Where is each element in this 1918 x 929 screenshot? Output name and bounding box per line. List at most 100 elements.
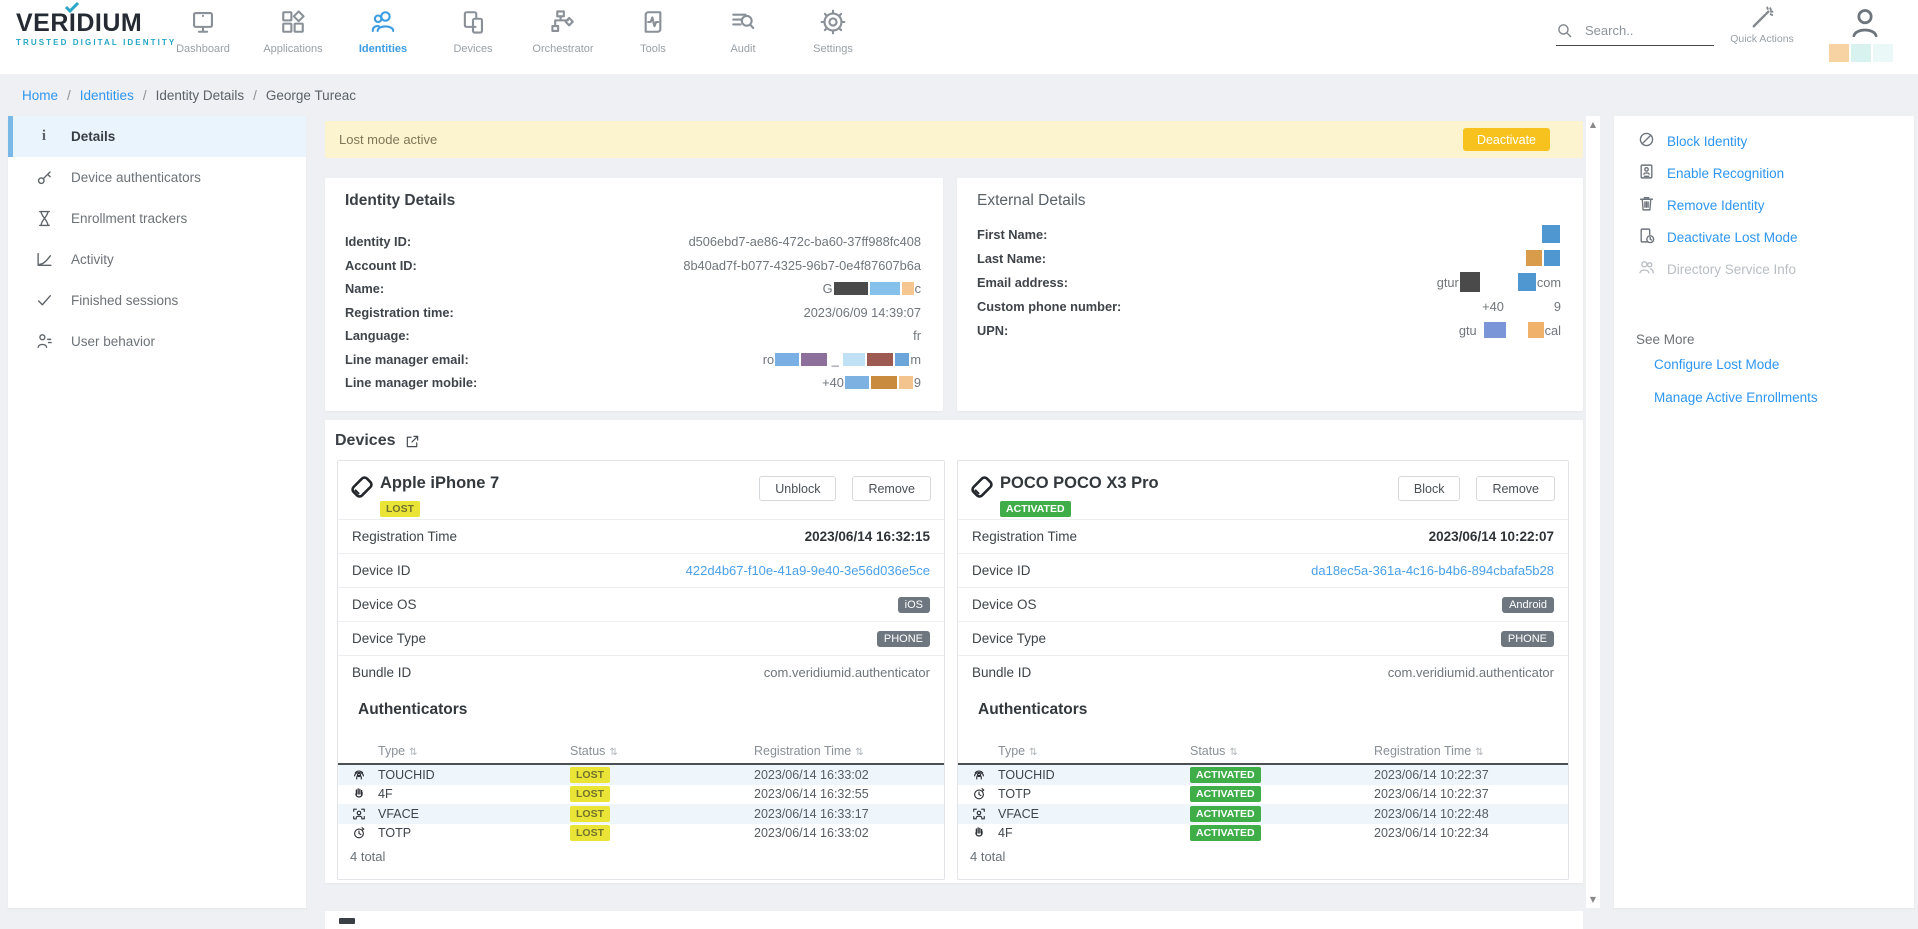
open-devices-icon[interactable] (405, 434, 420, 449)
sidebar-item-device-authenticators[interactable]: Device authenticators (8, 157, 306, 198)
nav-item-applications[interactable]: Applications (248, 5, 338, 69)
bundle-id-row: Bundle IDcom.veridiumid.authenticator (338, 655, 944, 689)
nav-item-audit[interactable]: Audit (698, 5, 788, 69)
quick-actions-button[interactable]: Quick Actions (1716, 6, 1808, 45)
nav-item-devices[interactable]: Devices (428, 5, 518, 69)
scroll-up-arrow[interactable]: ▲ (1586, 120, 1600, 129)
row-label: Device Type (972, 631, 1046, 646)
authenticators-title: Authenticators (358, 701, 467, 719)
sort-icon: ⇅ (409, 747, 417, 758)
sidebar-item-finished-sessions[interactable]: Finished sessions (8, 280, 306, 321)
next-section-sliver (325, 911, 1583, 929)
field-label: Registration time: (345, 305, 454, 320)
column-type[interactable]: Type⇅ (998, 744, 1190, 758)
action-label: Deactivate Lost Mode (1667, 230, 1798, 245)
face-recognition-icon (972, 807, 998, 821)
logo-check-icon (65, 2, 79, 14)
sidebar-item-details[interactable]: i Details (8, 116, 306, 157)
last-name-redacted (1525, 250, 1561, 266)
breadcrumb-separator: / (143, 88, 147, 103)
nav-item-orchestrator[interactable]: Orchestrator (518, 5, 608, 69)
nav-item-tools[interactable]: Tools (608, 5, 698, 69)
row-label: Device ID (352, 563, 411, 578)
quick-actions-label: Quick Actions (1730, 33, 1794, 45)
nav-item-dashboard[interactable]: Dashboard (158, 5, 248, 69)
registration-time-value: 2023/06/14 10:22:07 (1429, 529, 1554, 544)
auth-type: TOTP (998, 787, 1190, 801)
remove-identity-action[interactable]: Remove Identity (1638, 195, 1765, 215)
devices-icon (460, 5, 486, 39)
deactivate-lost-mode-action[interactable]: Deactivate Lost Mode (1638, 227, 1798, 247)
nav-item-settings[interactable]: Settings (788, 5, 878, 69)
auth-time: 2023/06/14 16:33:02 (754, 768, 944, 782)
authenticators-title: Authenticators (978, 701, 1087, 719)
device-card-buttons: Unblock Remove (759, 476, 931, 501)
right-actions-panel: Block Identity Enable Recognition Remove… (1614, 116, 1914, 908)
top-bar: VERIDIUM TRUSTED DIGITAL IDENTITY Dashbo… (0, 0, 1918, 74)
breadcrumb-home[interactable]: Home (22, 88, 58, 103)
content-scrollbar[interactable]: ▲ ▼ (1586, 116, 1600, 908)
authenticators-total: 4 total (350, 849, 385, 864)
hourglass-icon (35, 210, 53, 227)
device-card-poco-x3-pro: POCO POCO X3 Pro ACTIVATED Block Remove … (957, 460, 1569, 880)
breadcrumb: Home / Identities / Identity Details / G… (22, 88, 356, 103)
directory-service-info-action[interactable]: Directory Service Info (1638, 259, 1796, 279)
first-name-row: First Name: (977, 222, 1561, 246)
enable-recognition-action[interactable]: Enable Recognition (1638, 163, 1784, 183)
row-label: Registration Time (352, 529, 457, 544)
device-clock-icon (1638, 227, 1655, 247)
remove-device-button[interactable]: Remove (1476, 476, 1555, 501)
device-os-badge: Android (1502, 597, 1554, 613)
upn-redacted: gtucal (1459, 322, 1561, 338)
totp-clock-icon (352, 826, 378, 840)
authenticator-row: TOUCHID LOST 2023/06/14 16:33:02 (338, 765, 944, 785)
sidebar-item-activity[interactable]: Activity (8, 239, 306, 280)
device-id-row: Device IDda18ec5a-361a-4c16-b4b6-894cbaf… (958, 553, 1568, 587)
row-label: Bundle ID (352, 665, 411, 680)
authenticators-table-header: Type⇅ Status⇅ Registration Time⇅ (958, 739, 1568, 765)
block-icon (1638, 131, 1655, 151)
key-icon (35, 169, 53, 186)
sidebar-item-user-behavior[interactable]: User behavior (8, 321, 306, 362)
registration-time-value: 2023/06/14 16:32:15 (805, 529, 930, 544)
column-registration-time[interactable]: Registration Time⇅ (1374, 744, 1568, 758)
user-avatar[interactable] (1848, 6, 1882, 45)
sidebar-item-label: Enrollment trackers (71, 211, 187, 226)
column-registration-time[interactable]: Registration Time⇅ (754, 744, 944, 758)
auth-time: 2023/06/14 10:22:37 (1374, 787, 1568, 801)
block-identity-action[interactable]: Block Identity (1638, 131, 1747, 151)
registration-time-value: 2023/06/09 14:39:07 (804, 305, 921, 320)
device-id-link[interactable]: da18ec5a-361a-4c16-b4b6-894cbafa5b28 (1311, 563, 1554, 578)
breadcrumb-person-name: George Tureac (266, 88, 356, 103)
nav-item-identities[interactable]: Identities (338, 5, 428, 69)
remove-device-button[interactable]: Remove (852, 476, 931, 501)
column-type[interactable]: Type⇅ (378, 744, 570, 758)
identity-id-row: Identity ID:d506ebd7-ae86-472c-ba60-37ff… (345, 230, 921, 254)
sidebar-item-label: Finished sessions (71, 293, 178, 308)
language-value: fr (913, 328, 921, 343)
field-label: Account ID: (345, 258, 417, 273)
breadcrumb-identities[interactable]: Identities (80, 88, 134, 103)
configure-lost-mode-link[interactable]: Configure Lost Mode (1654, 357, 1779, 372)
search-input[interactable] (1583, 22, 1707, 39)
unblock-device-button[interactable]: Unblock (759, 476, 836, 501)
manage-active-enrollments-link[interactable]: Manage Active Enrollments (1654, 390, 1818, 405)
device-icon (348, 473, 376, 506)
scroll-down-arrow[interactable]: ▼ (1586, 895, 1600, 904)
auth-time: 2023/06/14 10:22:37 (1374, 768, 1568, 782)
field-label: Line manager email: (345, 352, 469, 367)
device-id-link[interactable]: 422d4b67-f10e-41a9-9e40-3e56d036e5ce (686, 563, 930, 578)
column-status[interactable]: Status⇅ (1190, 744, 1374, 758)
authenticator-row: TOTP LOST 2023/06/14 16:33:02 (338, 824, 944, 844)
device-card-apple-iphone-7: Apple iPhone 7 LOST Unblock Remove Regis… (337, 460, 945, 880)
block-device-button[interactable]: Block (1398, 476, 1461, 501)
trash-icon (1638, 195, 1655, 215)
brand-logo[interactable]: VERIDIUM TRUSTED DIGITAL IDENTITY (16, 10, 176, 47)
device-id-row: Device ID 422d4b67-f10e-41a9-9e40-3e56d03… (338, 553, 944, 587)
row-label: Registration Time (972, 529, 1077, 544)
face-recognition-icon (352, 807, 378, 821)
redacted-user-name (1828, 44, 1894, 62)
sidebar-item-enrollment-trackers[interactable]: Enrollment trackers (8, 198, 306, 239)
column-status[interactable]: Status⇅ (570, 744, 754, 758)
deactivate-lost-mode-button[interactable]: Deactivate (1463, 128, 1550, 151)
